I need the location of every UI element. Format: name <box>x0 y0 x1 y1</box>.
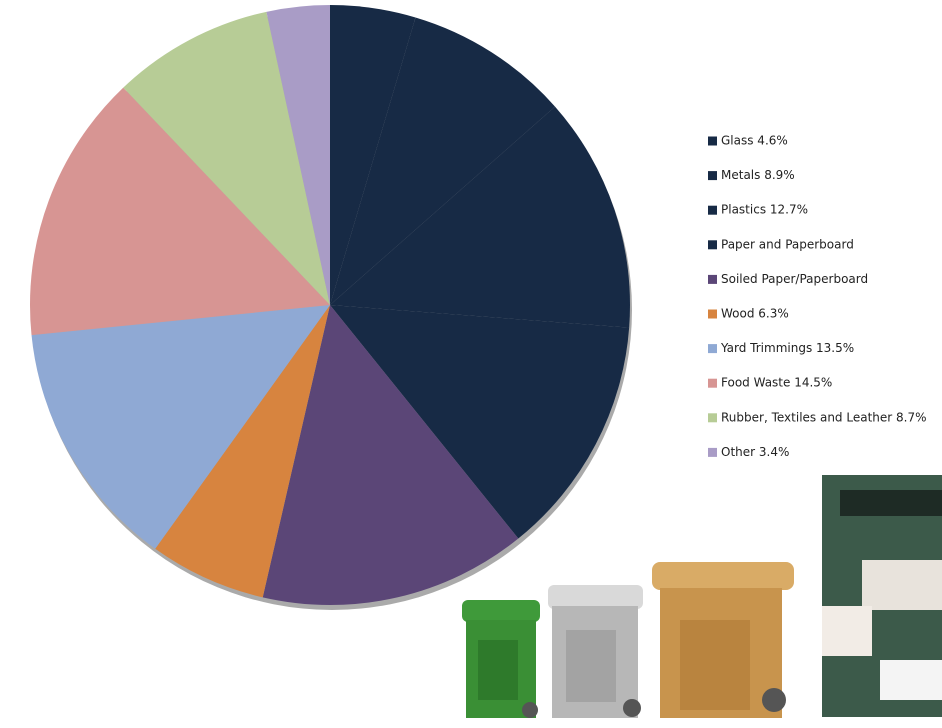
pie <box>30 5 630 605</box>
legend-swatch <box>708 171 717 181</box>
legend-swatch <box>708 136 717 146</box>
legend-label: Soiled Paper/Paperboard <box>721 272 868 286</box>
pie-slice <box>330 305 630 539</box>
legend-label: Wood 6.3% <box>721 307 789 321</box>
pie-slice <box>30 87 331 336</box>
legend-swatch <box>708 447 717 457</box>
legend-swatch <box>708 240 717 250</box>
pie-slice <box>31 305 330 549</box>
pie-slice <box>262 305 519 605</box>
legend-label: Yard Trimmings 13.5% <box>720 341 854 355</box>
legend-swatch <box>708 378 717 388</box>
legend-label: Metals 8.9% <box>721 168 795 182</box>
legend-label: Plastics 12.7% <box>721 203 808 217</box>
legend-label: Paper and Paperboard <box>721 237 854 251</box>
recycling-bins <box>462 562 794 718</box>
pie-slice <box>330 106 630 328</box>
legend-swatch <box>708 274 717 284</box>
legend-label: Rubber, Textiles and Leather 8.7% <box>721 410 927 424</box>
legend-swatch <box>708 205 717 215</box>
legend: Glass 4.6% Metals 8.9% Plastics 12.7% Paper… <box>708 134 927 459</box>
pie-slice <box>123 11 330 306</box>
legend-label: Glass 4.6% <box>721 134 788 148</box>
pie-slice <box>266 5 330 305</box>
dumpster-photo <box>822 475 942 717</box>
pie-slice <box>330 17 556 306</box>
legend-label: Other 3.4% <box>721 445 789 459</box>
pie-slice <box>330 5 416 305</box>
pie-slice <box>155 305 330 598</box>
legend-label: Food Waste 14.5% <box>721 376 832 390</box>
legend-swatch <box>708 309 717 319</box>
legend-swatch <box>708 413 717 423</box>
legend-swatch <box>708 344 717 354</box>
